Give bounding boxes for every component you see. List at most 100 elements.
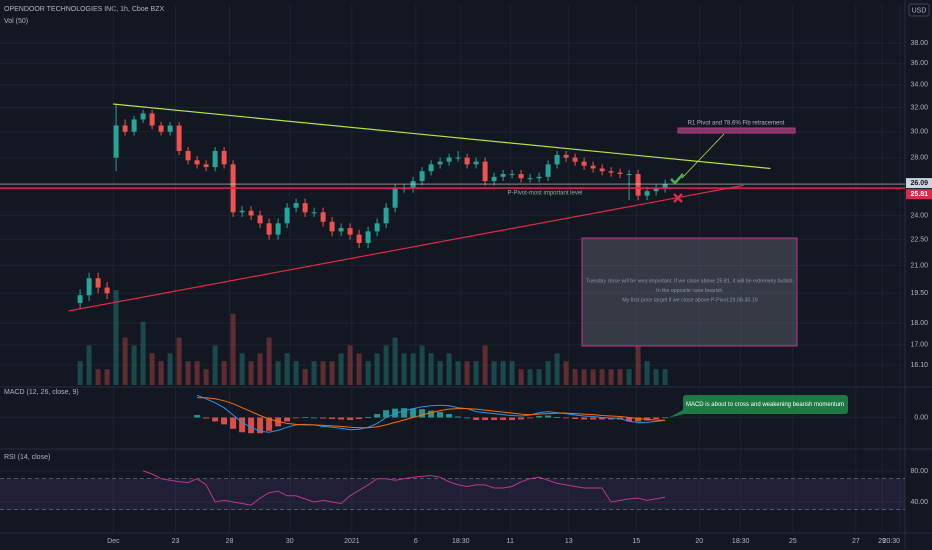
- macd-histogram-bar: [581, 417, 588, 420]
- volume-bar: [167, 353, 173, 385]
- volume-bar: [473, 361, 479, 385]
- volume-bar: [491, 361, 497, 385]
- volume-bar: [257, 353, 263, 385]
- volume-bar: [527, 369, 533, 385]
- x-tick-label: 15: [632, 538, 640, 545]
- candle-body: [176, 125, 182, 151]
- y-tick-label: 40.00: [910, 499, 928, 506]
- volume-bar: [158, 361, 164, 385]
- macd-histogram-bar: [662, 417, 669, 419]
- macd-histogram-bar: [536, 416, 543, 418]
- y-tick-label: 34.00: [910, 82, 928, 89]
- candle-body: [509, 174, 515, 176]
- candle-body: [491, 176, 497, 182]
- x-tick-label: 25: [789, 538, 797, 545]
- macd-histogram-bar: [284, 417, 291, 422]
- candle-body: [365, 231, 371, 243]
- x-tick-label: 20: [695, 538, 703, 545]
- currency-box[interactable]: [908, 3, 930, 17]
- candle-body: [149, 113, 155, 126]
- volume-bar: [212, 345, 218, 385]
- volume-bar: [644, 361, 650, 385]
- macd-histogram-bar: [320, 417, 327, 419]
- macd-histogram-bar: [644, 417, 651, 421]
- note-box: [581, 237, 798, 347]
- candle-body: [446, 157, 452, 162]
- macd-histogram-bar: [194, 415, 201, 418]
- candle-body: [527, 178, 533, 180]
- candle-body: [437, 161, 443, 165]
- volume-bar: [572, 369, 578, 385]
- price-tag-label: 25.81: [910, 191, 928, 198]
- fib-box: [677, 127, 796, 134]
- macd-histogram-bar: [446, 414, 453, 418]
- macd-histogram-bar: [464, 417, 471, 419]
- y-tick-label: 36.00: [910, 60, 928, 67]
- volume-bar: [203, 369, 209, 385]
- macd-histogram-bar: [419, 409, 426, 418]
- macd-histogram-bar: [347, 417, 354, 420]
- candle-body: [95, 278, 101, 288]
- candle-body: [257, 215, 263, 224]
- x-tick-label: Dec: [107, 538, 120, 545]
- volume-bar: [176, 337, 182, 385]
- note-text: In the opposite case bearish.: [656, 288, 724, 294]
- macd-note-pointer: [668, 410, 688, 418]
- candle-body: [302, 203, 308, 213]
- volume-bar: [149, 353, 155, 385]
- candle-body: [599, 168, 605, 172]
- candle-body: [113, 125, 119, 158]
- macd-histogram-bar: [365, 417, 372, 418]
- candle-body: [140, 113, 146, 120]
- candle-body: [122, 125, 128, 132]
- candle-body: [473, 161, 479, 165]
- macd-histogram-bar: [275, 417, 282, 427]
- macd-histogram-bar: [473, 417, 480, 420]
- price-tag: [906, 178, 932, 189]
- macd-title: MACD (12, 26, close, 9): [4, 389, 79, 396]
- macd-histogram-bar: [383, 410, 390, 418]
- macd-histogram-bar: [329, 417, 336, 419]
- macd-histogram-bar: [356, 417, 363, 419]
- macd-histogram-bar: [590, 417, 597, 420]
- candle-body: [617, 172, 623, 175]
- price-tag: [906, 189, 932, 200]
- rsi-line: [142, 470, 666, 506]
- volume-bar: [302, 369, 308, 385]
- x-tick-label: 18:30: [452, 538, 470, 545]
- candle-body: [131, 119, 137, 132]
- macd-histogram-bar: [563, 417, 570, 419]
- macd-histogram-bar: [653, 417, 660, 419]
- candle-body: [563, 154, 569, 158]
- macd-histogram-bar: [635, 417, 642, 422]
- y-tick-label: 16.10: [910, 362, 928, 369]
- candle-body: [338, 228, 344, 232]
- currency[interactable]: USD: [912, 7, 927, 14]
- volume-bar: [194, 361, 200, 385]
- candle-body: [248, 210, 254, 216]
- volume-bar: [293, 361, 299, 385]
- candle-body: [536, 176, 542, 179]
- x-tick-label: 28: [226, 538, 234, 545]
- candle-body: [392, 188, 398, 208]
- volume-bar: [86, 345, 92, 385]
- volume-bar: [581, 369, 587, 385]
- macd-histogram-bar: [266, 417, 273, 431]
- volume-bar: [221, 361, 227, 385]
- candle-body: [374, 223, 380, 232]
- rsi-title: RSI (14, close): [4, 454, 50, 461]
- macd-histogram-bar: [239, 417, 246, 433]
- y-tick-label: 38.00: [910, 40, 928, 47]
- volume-bar: [392, 337, 398, 385]
- macd-histogram-bar: [491, 417, 498, 420]
- macd-histogram-bar: [302, 417, 309, 418]
- candle-body: [662, 183, 668, 189]
- volume-bar: [347, 345, 353, 385]
- macd-histogram-bar: [203, 417, 210, 419]
- candle-body: [320, 212, 326, 222]
- volume-bar: [626, 369, 632, 385]
- volume-bar: [131, 345, 137, 385]
- volume-bar: [374, 353, 380, 385]
